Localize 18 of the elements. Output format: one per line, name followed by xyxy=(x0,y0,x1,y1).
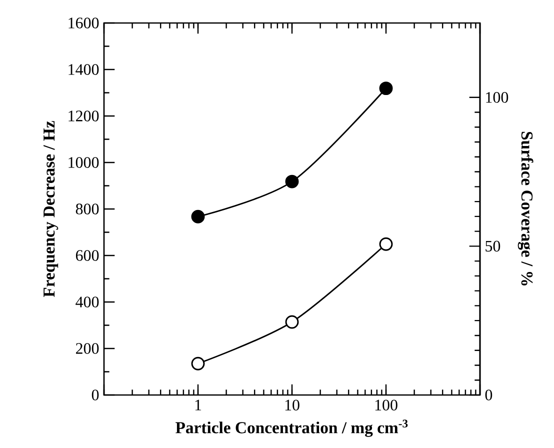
x-tick-label: 1 xyxy=(195,400,202,410)
x-tick-label: 10 xyxy=(285,400,300,410)
y-tick-label: 1200 xyxy=(68,110,99,122)
y2-tick-label: 100 xyxy=(486,92,508,103)
y-tick-label: 1400 xyxy=(68,64,99,75)
y2-axis-title: Surface Coverage / % xyxy=(518,132,534,286)
y-tick-label: 600 xyxy=(76,250,99,261)
x-axis-title: Particle Concentration / mg cm$^{-3}$ xyxy=(176,420,408,437)
y-tick-label: 1600 xyxy=(68,18,99,28)
y-tick-label: 0 xyxy=(92,390,99,400)
x-tick-label: 100 xyxy=(375,400,398,410)
y-tick-label: 400 xyxy=(76,296,99,308)
y-tick-label: 200 xyxy=(76,343,99,354)
y2-tick-label: 0 xyxy=(485,390,492,400)
y-tick-label: 800 xyxy=(76,204,99,214)
y2-tick-label: 50 xyxy=(486,240,500,252)
y-axis-title: Frequency Decrease / Hz xyxy=(44,121,58,298)
y-tick-label: 1000 xyxy=(68,157,99,168)
